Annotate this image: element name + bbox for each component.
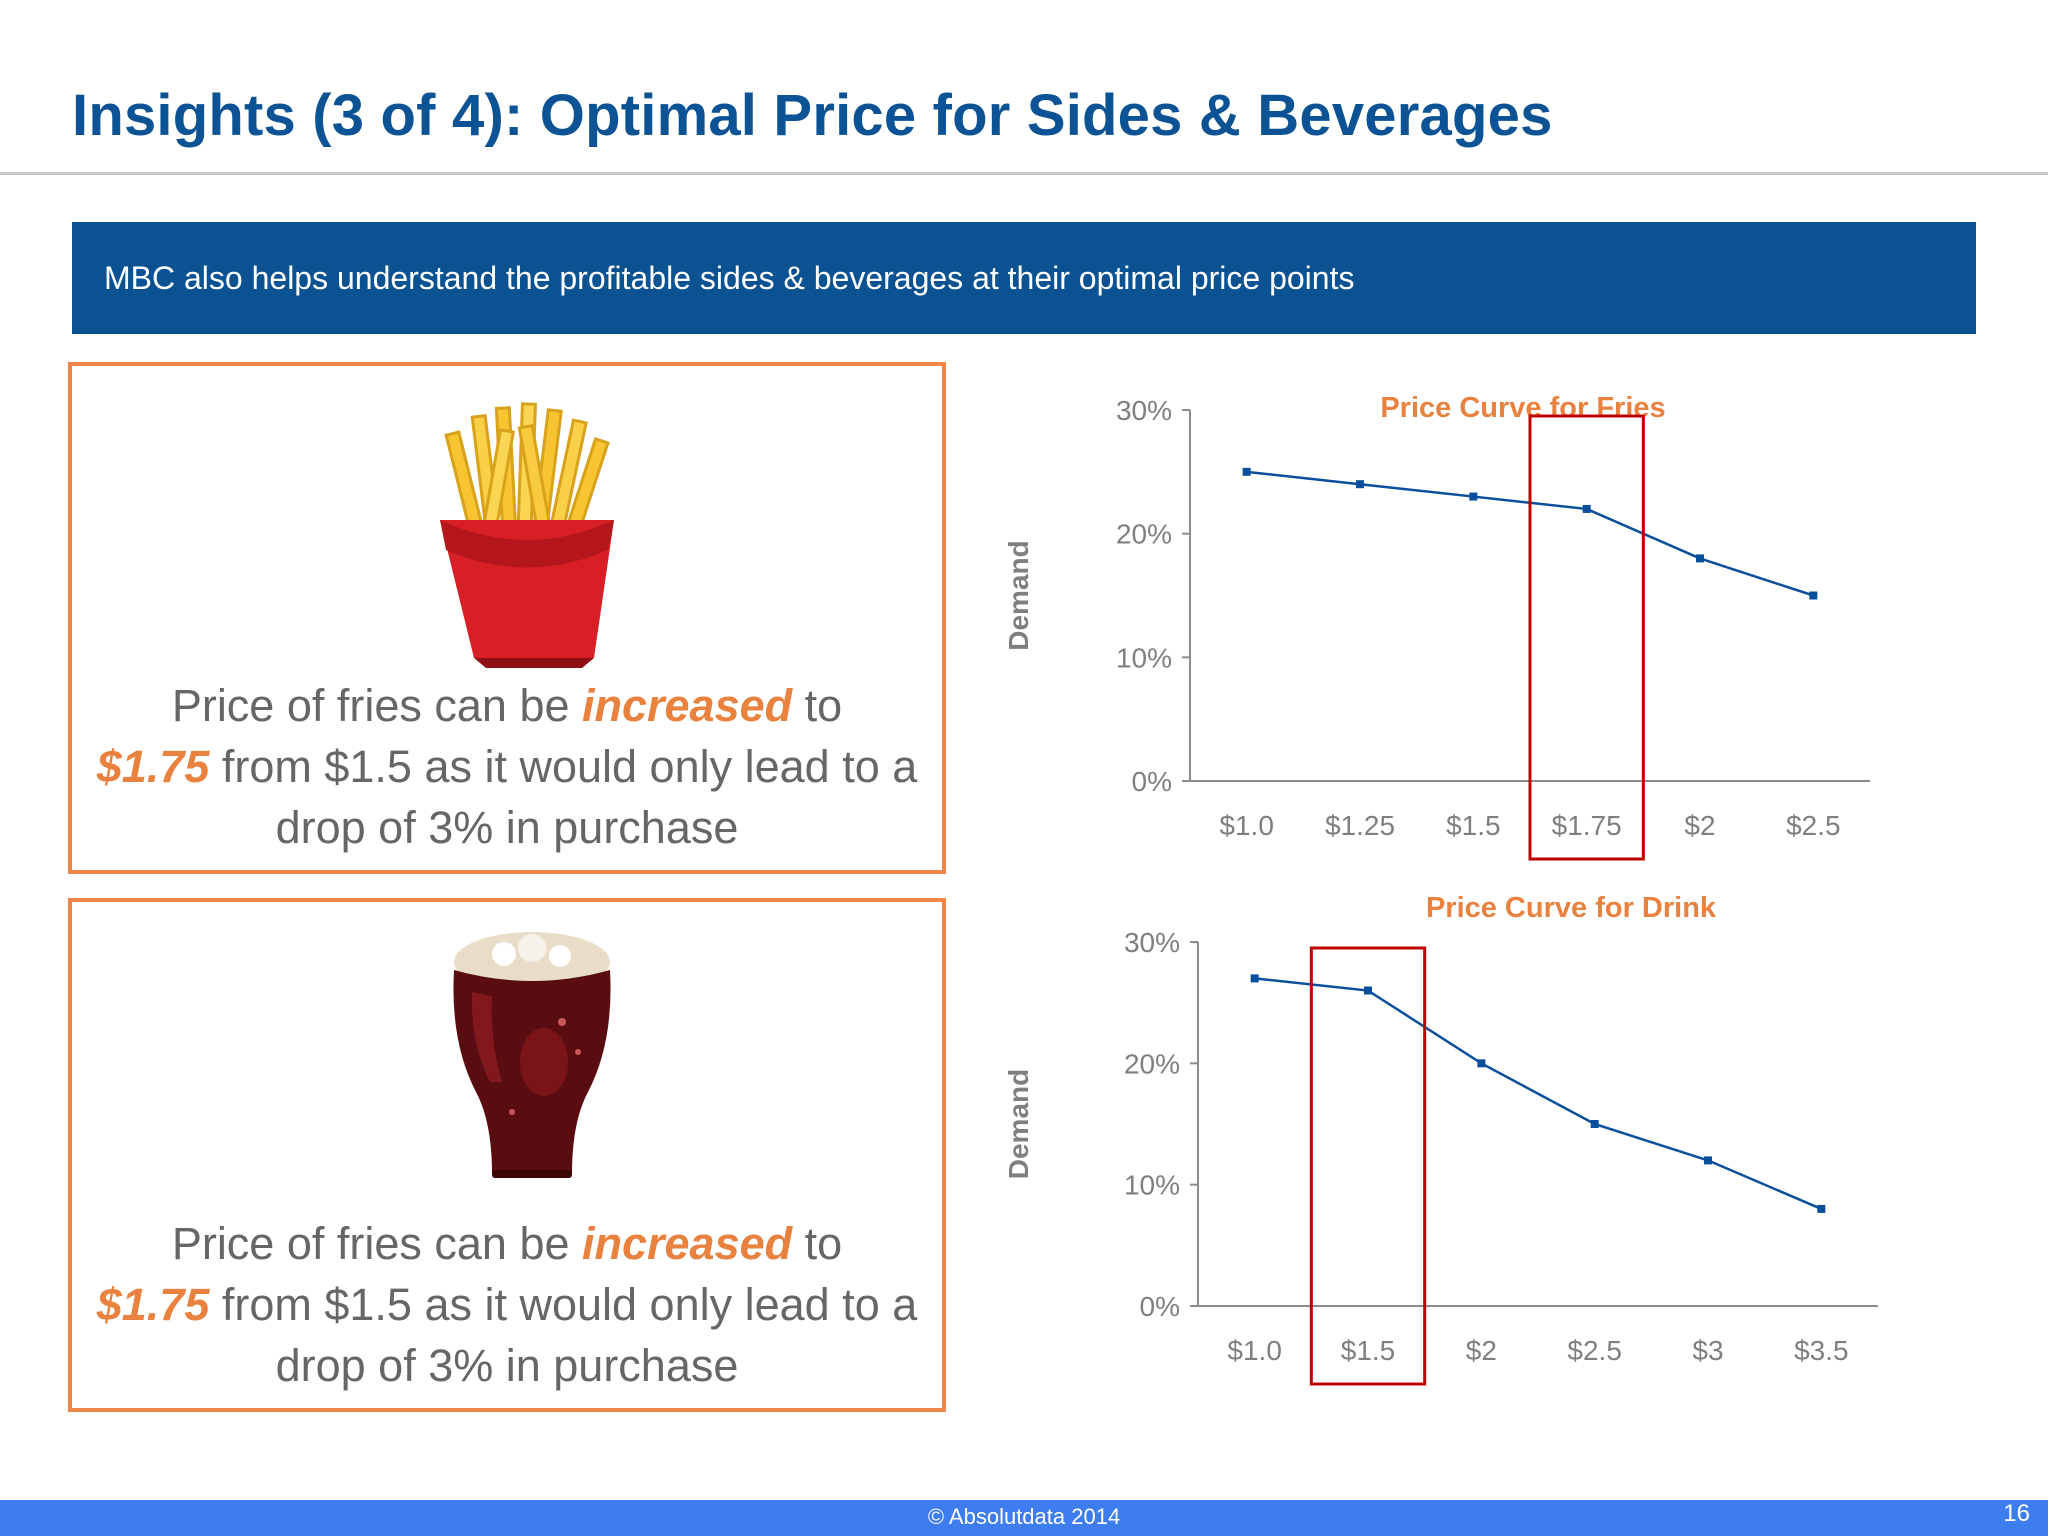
data-point xyxy=(1364,986,1372,995)
y-tick-label: 30% xyxy=(1116,395,1172,426)
drink-text-intro: Price of fries can be xyxy=(171,1218,582,1269)
x-tick-label: $1.5 xyxy=(1446,810,1501,841)
page-number: 16 xyxy=(2003,1500,2030,1527)
fries-insight-text: Price of fries can be increased to $1.75… xyxy=(72,675,942,858)
drink-insight-text: Price of fries can be increased to $1.75… xyxy=(72,1213,942,1396)
drink-price-curve-chart: 0% 10% 20% 30% $1.0 $1.5 $2 $2.5 $3 $3.5 Demand Pri… xyxy=(1003,892,1878,1386)
drink-text-mid: to xyxy=(792,1218,843,1269)
footer-bar: © Absolutdata 2014 16 xyxy=(0,1500,2048,1536)
fries-insight-card: Price of fries can be increased to $1.75… xyxy=(68,362,946,874)
data-point xyxy=(1356,480,1364,489)
x-tick-label: $1.0 xyxy=(1227,1335,1282,1366)
data-point xyxy=(1477,1059,1486,1068)
slide-title: Insights (3 of 4): Optimal Price for Sid… xyxy=(72,83,1553,148)
fries-highlight-word: increased xyxy=(582,680,793,731)
fries-image xyxy=(440,402,614,668)
fries-highlight-price: $1.75 xyxy=(96,741,210,792)
data-point xyxy=(1582,504,1591,513)
x-tick-label: $3.5 xyxy=(1794,1335,1849,1366)
data-point xyxy=(1242,467,1251,476)
fries-text-rest: from $1.5 as it would only lead to a dro… xyxy=(209,741,918,853)
y-tick-label: 20% xyxy=(1116,519,1172,550)
fries-text-mid: to xyxy=(792,680,843,731)
y-tick-label: 30% xyxy=(1124,927,1180,958)
copyright-text: © Absolutdata 2014 xyxy=(927,1504,1121,1529)
y-tick-label: 0% xyxy=(1140,1291,1180,1322)
optimal-price-highlight xyxy=(1309,946,1427,1386)
drink-text-rest: from $1.5 as it would only lead to a dro… xyxy=(209,1279,918,1391)
x-tick-label: $2.5 xyxy=(1567,1335,1622,1366)
fries-text-intro: Price of fries can be xyxy=(171,680,582,731)
insight-banner: MBC also helps understand the profitable… xyxy=(72,222,1976,334)
data-point xyxy=(1590,1120,1599,1128)
drink-image xyxy=(453,932,611,1178)
price-curve-charts: 0% 10% 20% 30% $1.0 $1.25 $1.5 $1.75 $2 $2.5 Deman… xyxy=(980,355,1980,1405)
data-point xyxy=(1809,591,1818,600)
y-tick-label: 20% xyxy=(1124,1048,1180,1079)
y-tick-label: 10% xyxy=(1116,642,1172,673)
x-tick-label: $2 xyxy=(1684,810,1715,841)
drink-highlight-price: $1.75 xyxy=(96,1279,210,1330)
y-tick-label: 10% xyxy=(1124,1170,1180,1201)
chart-title: Price Curve for Fries xyxy=(1380,392,1665,424)
y-axis-title: Demand xyxy=(1003,540,1034,650)
data-point xyxy=(1704,1156,1712,1165)
x-tick-label: $2 xyxy=(1466,1335,1497,1366)
data-point xyxy=(1469,492,1478,501)
y-tick-label: 0% xyxy=(1132,766,1172,797)
data-point xyxy=(1817,1204,1826,1213)
title-divider xyxy=(0,172,2048,175)
optimal-price-highlight xyxy=(1528,414,1645,861)
x-tick-label: $1.5 xyxy=(1341,1335,1396,1366)
drink-highlight-word: increased xyxy=(582,1218,793,1269)
x-tick-label: $1.0 xyxy=(1219,810,1274,841)
data-point xyxy=(1696,554,1704,563)
fries-price-curve-chart: 0% 10% 20% 30% $1.0 $1.25 $1.5 $1.75 $2 $2.5 Deman… xyxy=(1003,392,1870,861)
series-line xyxy=(1254,977,1822,1211)
data-point xyxy=(1250,974,1259,983)
y-axis-title: Demand xyxy=(1003,1069,1034,1179)
x-tick-label: $1.25 xyxy=(1325,810,1395,841)
drink-insight-card: Price of fries can be increased to $1.75… xyxy=(68,898,946,1412)
x-tick-label: $2.5 xyxy=(1786,810,1841,841)
x-tick-label: $1.75 xyxy=(1552,810,1622,841)
x-tick-label: $3 xyxy=(1692,1335,1723,1366)
chart-title: Price Curve for Drink xyxy=(1426,892,1717,924)
